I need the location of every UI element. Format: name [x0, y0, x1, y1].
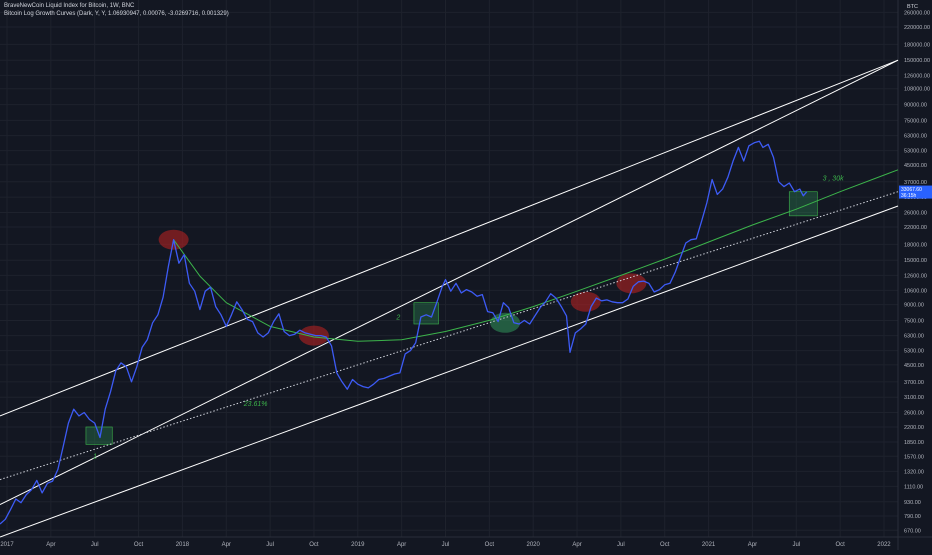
y-tick-label: 18000.00 — [904, 242, 927, 248]
y-tick-label: 2200.00 — [904, 425, 924, 431]
y-tick-label: 63000.00 — [904, 134, 927, 140]
x-tick-label: 2022 — [877, 542, 891, 548]
highlight-ellipse — [570, 291, 601, 312]
y-tick-label: 37000.00 — [904, 180, 927, 186]
current-price-marker — [899, 185, 932, 199]
y-tick-label: 930.00 — [904, 500, 921, 506]
x-tick-label: Oct — [835, 542, 845, 548]
x-tick-label: Jul — [266, 542, 274, 548]
y-tick-label: 53000.00 — [904, 149, 927, 155]
y-tick-label: 10600.00 — [904, 288, 927, 294]
x-tick-label: Jul — [617, 542, 625, 548]
x-tick-label: 2019 — [351, 542, 365, 548]
chart-title: BraveNewCoin Liquid Index for Bitcoin, 1… — [4, 3, 135, 9]
y-tick-label: 9000.00 — [904, 303, 924, 309]
y-tick-label: 15000.00 — [904, 258, 927, 264]
x-tick-label: Jul — [442, 542, 450, 548]
channel-middle-line — [0, 59, 899, 417]
x-tick-label: Oct — [660, 542, 670, 548]
y-tick-label: 3700.00 — [904, 380, 924, 386]
channel-upper-line — [0, 59, 899, 506]
y-tick-label: 126000.00 — [904, 73, 930, 79]
y-tick-label: 1110.00 — [904, 484, 923, 490]
y-tick-label: 22000.00 — [904, 225, 927, 231]
currency-label: BTC — [907, 4, 918, 10]
current-price-label: 33067.60 — [901, 187, 922, 193]
annotation-label: 1 — [93, 454, 97, 461]
channel-lower-line — [0, 205, 899, 538]
highlight-ellipse — [616, 273, 647, 294]
x-tick-label: Apr — [222, 542, 231, 548]
y-tick-label: 1570.00 — [904, 454, 924, 460]
y-tick-label: 7500.00 — [904, 318, 924, 324]
x-tick-label: 2020 — [527, 542, 541, 548]
annotation-label: 3 , 30k — [823, 176, 845, 183]
x-tick-label: Apr — [397, 542, 406, 548]
y-tick-label: 12600.00 — [904, 273, 927, 279]
x-tick-label: 2018 — [176, 542, 190, 548]
y-tick-label: 45000.00 — [904, 163, 927, 169]
y-tick-label: 26000.00 — [904, 210, 927, 216]
annotation-label: 23.61% — [243, 401, 268, 408]
y-tick-label: 5300.00 — [904, 349, 924, 355]
y-tick-label: 1850.00 — [904, 440, 924, 446]
x-tick-label: Apr — [748, 542, 757, 548]
y-tick-label: 108000.00 — [904, 87, 930, 93]
x-tick-label: 2021 — [702, 542, 716, 548]
x-tick-label: Jul — [91, 542, 99, 548]
indicator-legend[interactable]: Bitcoin Log Growth Curves (Dark, Y, Y, 1… — [4, 11, 229, 17]
price-line — [0, 140, 808, 525]
y-tick-label: 2600.00 — [904, 410, 924, 416]
y-tick-label: 790.00 — [904, 514, 921, 520]
y-tick-label: 150000.00 — [904, 58, 930, 64]
y-tick-label: 670.00 — [904, 528, 921, 534]
x-tick-label: 2017 — [0, 542, 14, 548]
y-tick-label: 90000.00 — [904, 103, 927, 109]
y-tick-label: 1320.00 — [904, 469, 924, 475]
current-price-countdown: 36:15h — [901, 193, 917, 199]
x-tick-label: Apr — [572, 542, 581, 548]
x-tick-label: Oct — [485, 542, 495, 548]
annotation-label: 2 — [395, 314, 400, 321]
y-tick-label: 220000.00 — [904, 25, 930, 31]
y-tick-label: 75000.00 — [904, 118, 927, 124]
y-tick-label: 6300.00 — [904, 334, 924, 340]
highlight-box — [413, 302, 439, 325]
y-tick-label: 4500.00 — [904, 363, 924, 369]
x-tick-label: Oct — [134, 542, 144, 548]
y-tick-label: 3100.00 — [904, 395, 924, 401]
y-tick-label: 260000.00 — [904, 10, 930, 16]
x-tick-label: Apr — [46, 542, 55, 548]
x-tick-label: Jul — [792, 542, 800, 548]
y-tick-label: 180000.00 — [904, 42, 930, 48]
x-tick-label: Oct — [309, 542, 319, 548]
